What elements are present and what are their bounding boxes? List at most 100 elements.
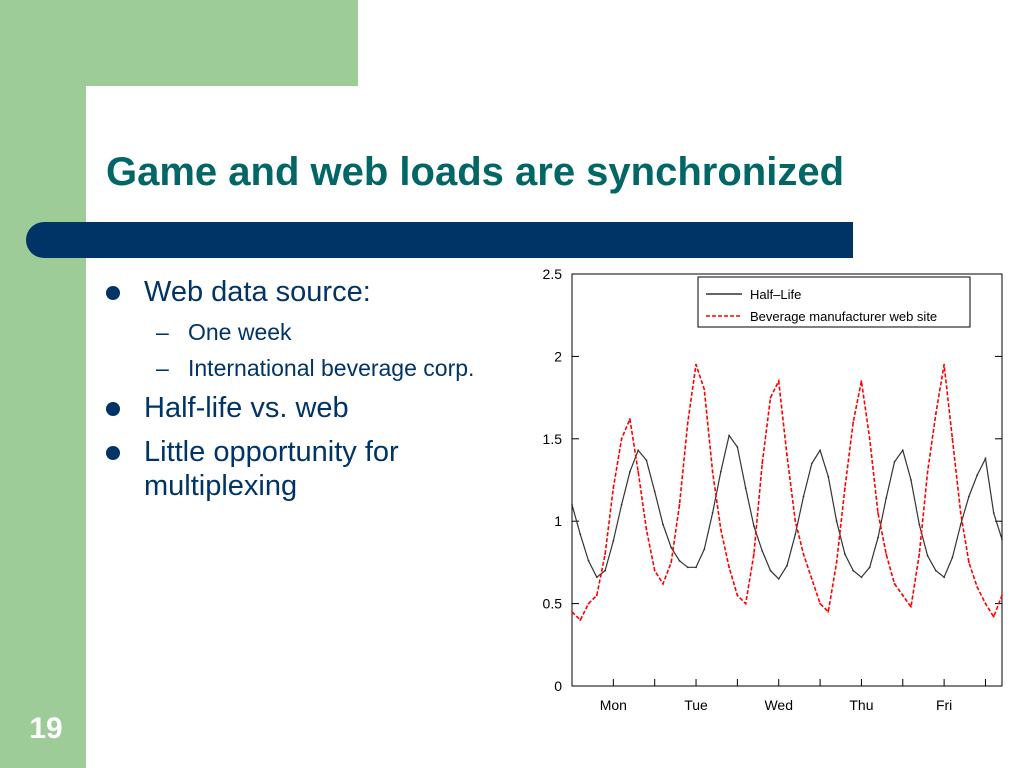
web-point	[579, 619, 582, 621]
web-point	[819, 602, 821, 605]
web-point	[934, 413, 937, 415]
x-tick-label: Tue	[684, 697, 708, 712]
halflife-point	[802, 495, 805, 498]
halflife-point	[604, 569, 606, 572]
halflife-point	[810, 462, 813, 465]
web-point	[753, 553, 755, 556]
web-point	[885, 553, 888, 556]
halflife-point	[645, 459, 648, 462]
y-tick-label: 0	[554, 678, 562, 694]
web-point	[744, 602, 747, 605]
web-point	[703, 388, 706, 391]
dash-icon: –	[156, 355, 169, 381]
web-point	[984, 602, 987, 605]
halflife-point	[736, 446, 739, 448]
x-tick-label: Mon	[600, 697, 627, 712]
web-point	[637, 470, 640, 473]
web-point	[910, 605, 912, 608]
halflife-point	[877, 536, 879, 539]
halflife-point	[744, 487, 747, 490]
dash-icon: –	[156, 319, 169, 345]
web-point	[1001, 594, 1003, 597]
bullet-list: Web data source: – One week – Internatio…	[106, 275, 496, 513]
web-point	[670, 561, 673, 564]
web-point	[653, 569, 656, 572]
halflife-point	[662, 523, 664, 526]
y-tick-label: 1.5	[543, 431, 563, 447]
halflife-point	[918, 523, 921, 526]
halflife-point	[1001, 538, 1003, 541]
y-tick-label: 2.5	[543, 266, 563, 282]
halflife-point	[571, 503, 573, 506]
web-point	[645, 528, 648, 531]
x-tick-label: Wed	[764, 697, 793, 712]
halflife-point	[695, 566, 697, 569]
halflife-point	[670, 546, 673, 549]
web-point	[628, 418, 631, 420]
halflife-point	[868, 566, 871, 569]
halflife-point	[827, 475, 830, 478]
halflife-point	[926, 554, 929, 557]
web-point	[852, 421, 855, 424]
halflife-point	[703, 548, 706, 551]
title-underline-bar	[26, 222, 853, 258]
halflife-point	[612, 540, 615, 542]
bullet-text: Web data source:	[144, 276, 371, 308]
y-tick-label: 1	[554, 513, 562, 529]
web-point	[595, 594, 598, 597]
halflife-point	[728, 434, 731, 437]
web-point	[843, 487, 846, 490]
web-point	[662, 582, 664, 585]
web-series-line	[571, 364, 1003, 622]
halflife-point	[786, 564, 788, 567]
halflife-point	[587, 559, 590, 562]
bullet-text: Little opportunity for multiplexing	[144, 436, 399, 502]
halflife-point	[976, 474, 979, 476]
web-point	[761, 462, 764, 465]
legend-label: Half–Life	[750, 287, 801, 302]
halflife-point	[761, 549, 764, 552]
halflife-point	[951, 556, 954, 559]
y-tick-label: 0.5	[543, 596, 563, 612]
web-point	[777, 380, 780, 383]
web-point	[901, 594, 904, 597]
web-point	[951, 437, 954, 440]
halflife-point	[910, 479, 912, 481]
web-point	[678, 503, 681, 506]
halflife-point	[678, 559, 681, 562]
halflife-point	[628, 470, 631, 473]
web-point	[868, 437, 871, 440]
bullet-item: Half-life vs. web	[106, 391, 496, 425]
bullet-item: Web data source:	[106, 275, 496, 309]
halflife-point	[901, 449, 904, 452]
y-tick-label: 2	[554, 348, 562, 364]
x-tick-label: Fri	[936, 697, 952, 712]
web-point	[877, 512, 879, 514]
halflife-point	[686, 566, 689, 569]
accent-bar-left	[0, 0, 86, 768]
halflife-point	[711, 512, 714, 514]
web-point	[620, 437, 623, 440]
halflife-point	[653, 490, 656, 493]
web-point	[587, 602, 590, 605]
web-point	[992, 615, 995, 618]
bullet-dot-icon	[106, 446, 120, 460]
web-point	[943, 363, 946, 366]
halflife-point	[852, 569, 855, 572]
sub-bullet-text: International beverage corp.	[188, 355, 475, 381]
web-point	[612, 487, 615, 490]
halflife-point	[753, 525, 755, 528]
sub-bullet-item: – One week	[106, 317, 496, 347]
web-point	[786, 454, 788, 457]
accent-bar-top	[0, 0, 358, 86]
web-point	[686, 421, 689, 424]
halflife-point	[719, 470, 722, 473]
x-tick-label: Thu	[849, 697, 873, 712]
halflife-point	[769, 569, 772, 572]
halflife-point	[595, 576, 598, 579]
halflife-point	[992, 512, 995, 514]
web-point	[860, 380, 863, 383]
web-point	[976, 586, 979, 589]
halflife-point	[934, 569, 937, 572]
web-point	[769, 396, 772, 399]
